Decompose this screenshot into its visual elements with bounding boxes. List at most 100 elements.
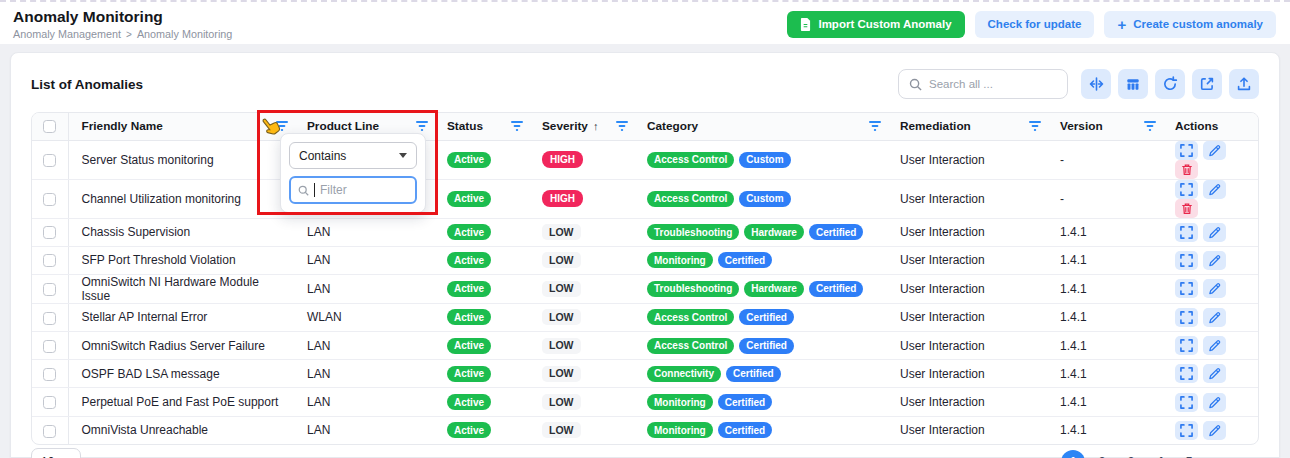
column-header-actions[interactable]: Actions	[1162, 113, 1258, 140]
expand-row-button[interactable]	[1175, 141, 1198, 160]
page-button-1[interactable]: 1	[1061, 450, 1085, 458]
expand-row-button[interactable]	[1175, 393, 1198, 412]
column-header-severity[interactable]: Severity↑	[529, 113, 634, 140]
page-size-select[interactable]: 10	[31, 448, 81, 458]
edit-row-button[interactable]	[1203, 364, 1226, 383]
column-header-version[interactable]: Version	[1047, 113, 1162, 140]
column-label: Friendly Name	[82, 119, 163, 133]
page-header-left: Anomaly Monitoring Anomaly Management>An…	[13, 8, 232, 40]
column-resize-icon	[1088, 76, 1105, 92]
friendly-name-cell: Server Status monitoring	[68, 140, 294, 179]
category-badge: Monitoring	[647, 394, 713, 410]
category-badge: Connectivity	[647, 366, 721, 382]
upload-button[interactable]	[1229, 69, 1259, 99]
severity-badge: HIGH	[542, 190, 583, 207]
expand-row-button[interactable]	[1175, 223, 1198, 242]
import-custom-anomaly-button[interactable]: Import Custom Anomaly	[787, 11, 964, 38]
category-badge: Certified	[809, 281, 864, 297]
filter-popup: Contains	[280, 133, 426, 213]
column-header-status[interactable]: Status	[434, 113, 529, 140]
row-checkbox[interactable]	[43, 254, 56, 267]
expand-row-button[interactable]	[1175, 364, 1198, 383]
column-resize-button[interactable]	[1081, 69, 1111, 99]
export-button[interactable]	[1192, 69, 1222, 99]
edit-row-button[interactable]	[1203, 251, 1226, 270]
row-select-cell	[32, 140, 68, 179]
expand-row-button[interactable]	[1175, 421, 1198, 440]
table-row: Perpetual PoE and Fast PoE supportLANAct…	[32, 388, 1258, 416]
search-input[interactable]	[929, 78, 1057, 90]
status-cell: Active	[434, 179, 529, 218]
row-checkbox[interactable]	[43, 368, 56, 381]
expand-row-button[interactable]	[1175, 308, 1198, 327]
column-filter-button[interactable]	[276, 121, 288, 131]
last-page-button[interactable]: »	[1235, 450, 1259, 458]
next-page-button[interactable]: ›	[1206, 450, 1230, 458]
row-checkbox[interactable]	[43, 226, 56, 239]
row-checkbox[interactable]	[43, 340, 56, 353]
column-filter-button[interactable]	[511, 121, 523, 131]
row-checkbox[interactable]	[43, 396, 56, 409]
edit-row-button[interactable]	[1203, 308, 1226, 327]
check-for-update-button[interactable]: Check for update	[975, 11, 1095, 38]
expand-row-button[interactable]	[1175, 251, 1198, 270]
create-custom-anomaly-button[interactable]: + Create custom anomaly	[1104, 11, 1276, 38]
table-row: Chassis SupervisionLANActiveLOWTroublesh…	[32, 218, 1258, 246]
filter-input[interactable]	[320, 183, 408, 197]
column-filter-button[interactable]	[1144, 121, 1156, 131]
page-button-4[interactable]: 4	[1148, 450, 1172, 458]
row-checkbox[interactable]	[43, 154, 56, 167]
previous-page-button[interactable]: ‹	[1032, 450, 1056, 458]
category-badge: Monitoring	[647, 252, 713, 268]
row-checkbox[interactable]	[43, 312, 56, 325]
file-icon	[800, 18, 811, 31]
expand-row-button[interactable]	[1175, 279, 1198, 298]
row-checkbox[interactable]	[43, 193, 56, 206]
edit-row-button[interactable]	[1203, 279, 1226, 298]
edit-row-button[interactable]	[1203, 180, 1226, 199]
table-row: OmniSwitch NI Hardware Module IssueLANAc…	[32, 274, 1258, 303]
page-button-5[interactable]: 5	[1177, 450, 1201, 458]
expand-row-button[interactable]	[1175, 336, 1198, 355]
category-badge: Troubleshooting	[647, 281, 739, 297]
edit-row-button[interactable]	[1203, 336, 1226, 355]
columns-icon	[1125, 77, 1141, 92]
column-label: Actions	[1175, 119, 1218, 133]
edit-pencil-icon	[1208, 226, 1221, 239]
column-filter-button[interactable]	[1029, 121, 1041, 131]
column-filter-button[interactable]	[416, 121, 428, 131]
filter-funnel-icon	[1029, 121, 1041, 131]
page-header: Anomaly Monitoring Anomaly Management>An…	[0, 2, 1290, 44]
edit-row-button[interactable]	[1203, 141, 1226, 160]
row-checkbox[interactable]	[43, 283, 56, 296]
refresh-button[interactable]	[1155, 69, 1185, 99]
remediation-cell: User Interaction	[887, 332, 1047, 360]
column-header-friendly-name[interactable]: Friendly Name	[68, 113, 294, 140]
row-checkbox[interactable]	[43, 425, 56, 438]
delete-row-button[interactable]	[1175, 160, 1198, 179]
category-badge: Troubleshooting	[647, 224, 739, 240]
columns-button[interactable]	[1118, 69, 1148, 99]
first-page-button[interactable]: «	[1003, 450, 1027, 458]
column-filter-button[interactable]	[616, 121, 628, 131]
friendly-name-cell: Stellar AP Internal Error	[68, 303, 294, 331]
column-filter-button[interactable]	[869, 121, 881, 131]
edit-row-button[interactable]	[1203, 393, 1226, 412]
edit-row-button[interactable]	[1203, 223, 1226, 242]
category-cell: ConnectivityCertified	[634, 360, 887, 388]
actions-cell	[1162, 388, 1258, 416]
expand-row-button[interactable]	[1175, 180, 1198, 199]
breadcrumb-item-anomaly-management[interactable]: Anomaly Management	[13, 28, 121, 40]
edit-row-button[interactable]	[1203, 421, 1226, 440]
delete-row-button[interactable]	[1175, 199, 1198, 218]
filter-operator-select[interactable]: Contains	[289, 142, 417, 169]
column-header-remediation[interactable]: Remediation	[887, 113, 1047, 140]
select-all-checkbox[interactable]	[43, 120, 56, 133]
column-label: Remediation	[900, 119, 971, 133]
category-cell: TroubleshootingHardwareCertified	[634, 218, 887, 246]
page-button-2[interactable]: 2	[1090, 450, 1114, 458]
column-header-category[interactable]: Category	[634, 113, 887, 140]
category-badge: Hardware	[744, 281, 804, 297]
actions-cell	[1162, 218, 1258, 246]
page-button-3[interactable]: 3	[1119, 450, 1143, 458]
